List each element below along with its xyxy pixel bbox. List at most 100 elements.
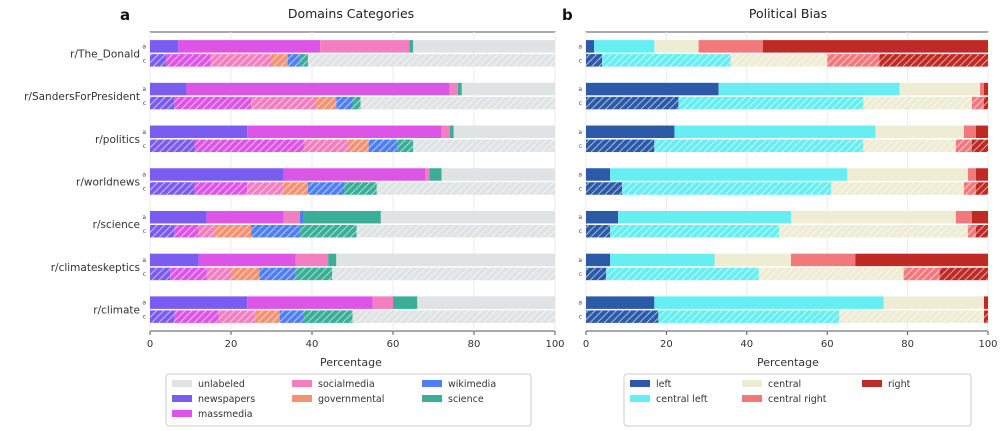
bar-r-climateskeptics-c-socialmedia-hatch <box>206 267 231 281</box>
row-label-c: c <box>579 186 582 193</box>
row-label-c: c <box>579 271 582 278</box>
legend-label-right: right <box>888 379 911 390</box>
bar-r-politics-a-central-left <box>674 125 876 139</box>
legend-label-unlabeled: unlabeled <box>198 379 245 390</box>
bar-r-worldnews-c-central-hatch <box>831 182 964 195</box>
bar-r-science-a-newspapers <box>150 210 207 224</box>
row-label-c: c <box>143 57 146 64</box>
category-label-r-climateskeptics: r/climateskeptics <box>51 262 140 274</box>
bar-r-the-donald-a-massmedia <box>178 40 321 53</box>
bar-r-science-c-governmental-hatch <box>214 224 252 238</box>
row-label-c: c <box>143 186 146 193</box>
bar-r-the-donald-c-central-left-hatch <box>602 54 731 67</box>
panel-b-xlabel: Percentage <box>757 356 819 369</box>
bar-r-climate-c-wikimedia-hatch <box>279 310 304 323</box>
bar-r-climate-a-central <box>883 296 984 309</box>
plot-frame <box>149 31 556 332</box>
category-label-r-politics: r/politics <box>95 134 140 146</box>
bar-r-climateskeptics-a-central-left <box>610 253 715 267</box>
bar-r-worldnews-c-massmedia-hatch <box>194 182 248 195</box>
bar-r-climate-a-right <box>983 296 988 309</box>
row-label-c: c <box>579 143 582 150</box>
bar-r-politics-c-socialmedia-hatch <box>303 139 349 153</box>
bar-r-sandersforpresident-a-science <box>457 82 462 96</box>
row-label-a: a <box>578 172 582 179</box>
bar-r-climateskeptics-a-left <box>586 253 611 267</box>
bar-r-science-c-central-right-hatch <box>967 224 976 238</box>
bar-r-sandersforpresident-a-central <box>899 82 980 96</box>
row-label-c: c <box>579 57 582 64</box>
bar-r-the-donald-a-unlabeled <box>413 40 555 53</box>
bar-r-sandersforpresident-c-wikimedia-hatch <box>336 96 353 110</box>
bar-r-science-c-socialmedia-hatch <box>198 224 215 238</box>
x-tick-label: 100 <box>978 339 997 350</box>
bar-r-politics-a-right <box>975 125 988 139</box>
bar-r-climateskeptics-a-science <box>328 253 337 267</box>
legend-label-wikimedia: wikimedia <box>448 379 496 390</box>
bar-r-climate-a-left <box>586 296 655 309</box>
legend-swatch-unlabeled <box>172 380 192 387</box>
bar-r-politics-c-unlabeled-hatch <box>413 139 555 153</box>
bar-r-climateskeptics-c-governmental-hatch <box>231 267 260 281</box>
bar-r-science-a-massmedia <box>206 210 284 224</box>
legend-label-science: science <box>448 394 484 405</box>
legend-swatch-massmedia <box>172 410 192 417</box>
bar-r-worldnews-c-governmental-hatch <box>283 182 308 195</box>
bar-r-science-c-central-left-hatch <box>610 224 779 238</box>
row-label-a: a <box>578 86 582 93</box>
bar-r-science-c-wikimedia-hatch <box>251 224 300 238</box>
bar-r-the-donald-c-science-hatch <box>299 54 308 67</box>
bar-r-politics-c-central-hatch <box>863 139 956 153</box>
bar-r-climate-a-unlabeled <box>417 296 555 309</box>
panel-a-letter: a <box>120 6 130 24</box>
bar-r-sandersforpresident-c-central-hatch <box>863 96 972 110</box>
bar-r-climate-a-newspapers <box>150 296 248 309</box>
bar-r-climateskeptics-a-massmedia <box>198 253 296 267</box>
bar-r-worldnews-a-science <box>429 168 442 181</box>
bar-r-worldnews-c-science-hatch <box>344 182 377 195</box>
panel-a-title: Domains Categories <box>288 6 414 21</box>
bar-r-science-c-massmedia-hatch <box>174 224 199 238</box>
bar-r-politics-a-central-right <box>963 125 976 139</box>
bar-r-climate-c-central-left-hatch <box>658 310 840 323</box>
plot-frame <box>585 31 989 332</box>
bar-r-sandersforpresident-a-massmedia <box>186 82 450 96</box>
legend-swatch-socialmedia <box>292 380 312 387</box>
bar-r-climate-a-socialmedia <box>372 296 393 309</box>
bar-r-the-donald-c-socialmedia-hatch <box>210 54 272 67</box>
bar-r-worldnews-c-wikimedia-hatch <box>307 182 345 195</box>
x-tick-label: 80 <box>901 339 914 350</box>
legend-label-central-left: central left <box>656 394 708 405</box>
bar-r-climate-a-massmedia <box>247 296 373 309</box>
legend-label-governmental: governmental <box>318 394 384 405</box>
bar-r-sandersforpresident-c-socialmedia-hatch <box>251 96 317 110</box>
bar-r-science-a-central-left <box>618 210 792 224</box>
bar-r-climate-c-newspapers-hatch <box>150 310 175 323</box>
row-label-a: a <box>142 257 146 264</box>
row-label-a: a <box>142 300 146 307</box>
x-tick-label: 0 <box>583 339 589 350</box>
bar-r-science-a-socialmedia <box>283 210 300 224</box>
bar-r-climateskeptics-a-socialmedia <box>295 253 329 267</box>
bar-r-the-donald-c-wikimedia-hatch <box>287 54 300 67</box>
legend-label-socialmedia: socialmedia <box>318 379 375 390</box>
bar-r-sandersforpresident-a-unlabeled <box>461 82 555 96</box>
bar-r-politics-c-central-right-hatch <box>955 139 972 153</box>
bar-r-worldnews-c-newspapers-hatch <box>150 182 195 195</box>
bar-r-climateskeptics-c-newspapers-hatch <box>150 267 171 281</box>
bar-r-climate-c-central-hatch <box>839 310 984 323</box>
row-label-c: c <box>143 100 146 107</box>
bar-r-climateskeptics-c-central-hatch <box>758 267 904 281</box>
category-label-r-worldnews: r/worldnews <box>76 177 140 189</box>
row-label-a: a <box>578 257 582 264</box>
bar-r-sandersforpresident-a-socialmedia <box>449 82 458 96</box>
bar-r-politics-c-right-hatch <box>971 139 988 153</box>
bar-r-worldnews-a-right <box>975 168 988 181</box>
bar-r-science-a-unlabeled <box>380 210 555 224</box>
bar-r-the-donald-a-left <box>586 40 595 53</box>
bar-r-sandersforpresident-a-newspapers <box>150 82 187 96</box>
panel-a-legend: unlabeled newspapers massmedia socialmedia g… <box>165 373 532 427</box>
bar-r-politics-a-socialmedia <box>441 125 450 139</box>
panel-b-legend: left central left central central right righ… <box>623 373 972 427</box>
